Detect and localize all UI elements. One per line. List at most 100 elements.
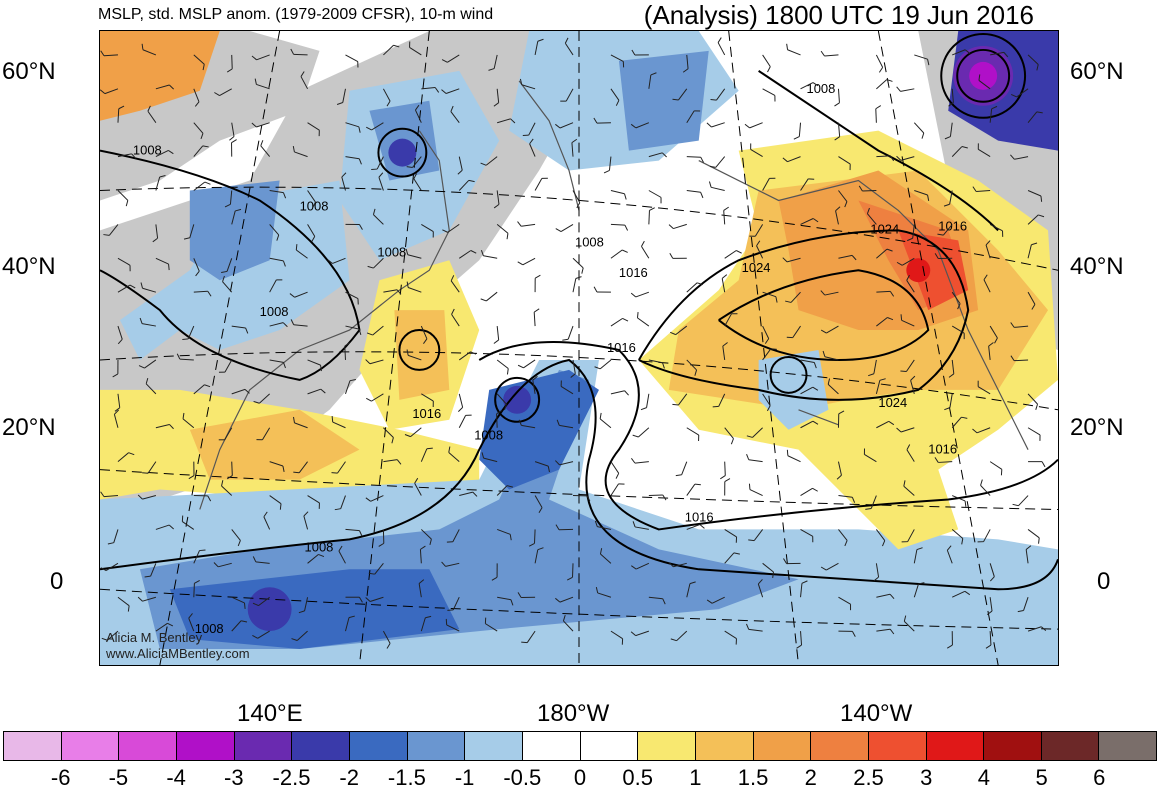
color-swatch: [62, 732, 120, 760]
color-swatch: [984, 732, 1042, 760]
color-scale-label: 0.5: [622, 765, 653, 791]
color-scale-label: -6: [51, 765, 71, 791]
color-swatch: [754, 732, 812, 760]
wind-barb-flag: [296, 244, 297, 250]
contour-label: 1016: [412, 406, 441, 421]
color-scale-label: 1.5: [738, 765, 769, 791]
wind-barb-flag: [280, 504, 281, 510]
contour-label: 1008: [260, 304, 289, 319]
color-swatch: [1099, 732, 1156, 760]
valid-time-title: (Analysis) 1800 UTC 19 Jun 2016: [644, 0, 1034, 31]
contour-label: 1016: [685, 509, 714, 524]
color-scale-label: 6: [1093, 765, 1105, 791]
contour-label: 1016: [607, 340, 636, 355]
lon-label-140e: 140°E: [237, 700, 303, 728]
wind-barb: [294, 54, 308, 55]
color-scale-label: 3: [920, 765, 932, 791]
wind-barb: [497, 414, 498, 428]
wind-barb-flag: [637, 312, 638, 318]
wind-barb-flag: [672, 404, 678, 405]
wind-barb-flag: [169, 264, 170, 270]
color-scale-label: -3: [224, 765, 244, 791]
color-swatch: [235, 732, 293, 760]
color-swatch: [523, 732, 581, 760]
color-swatch: [811, 732, 869, 760]
contour-label: 1008: [575, 234, 604, 249]
wind-barb: [649, 210, 650, 224]
wind-barb-flag: [1039, 538, 1040, 544]
lat-label-60n-left: 60°N: [2, 58, 56, 86]
wind-barb-flag: [1041, 196, 1042, 202]
color-swatch: [1042, 732, 1100, 760]
color-swatch: [408, 732, 466, 760]
lat-label-eq-left: 0: [50, 568, 63, 596]
map-canvas: 1008 1008 1008 1008 1008 1008 1008 1008 …: [100, 31, 1058, 665]
lat-label-eq-right: 0: [1097, 568, 1110, 596]
color-scale-label: 2: [805, 765, 817, 791]
wind-barb: [194, 583, 195, 597]
contour-label: 1024: [870, 221, 899, 236]
wind-barb-flag: [427, 448, 433, 449]
color-swatch: [292, 732, 350, 760]
color-swatch: [177, 732, 235, 760]
color-scale-label: 4: [978, 765, 990, 791]
map-title: MSLP, std. MSLP anom. (1979-2009 CFSR), …: [98, 6, 493, 24]
color-scale-label: -5: [109, 765, 129, 791]
wind-barb: [876, 109, 877, 123]
lat-label-20n-right: 20°N: [1070, 414, 1124, 442]
contour-label: 1016: [938, 218, 967, 233]
wind-barb: [534, 529, 535, 543]
wind-barb-flag: [711, 99, 717, 100]
color-scale-label: -1.5: [388, 765, 426, 791]
wind-barb-flag: [748, 540, 754, 541]
lat-label-60n-right: 60°N: [1070, 58, 1124, 86]
credit-name: Alicia M. Bentley: [106, 630, 202, 645]
wind-barb-flag: [695, 484, 701, 485]
wind-barb-flag: [293, 472, 299, 473]
color-swatch: [696, 732, 754, 760]
wind-barb-flag: [673, 99, 679, 100]
wind-barb: [687, 157, 701, 158]
wind-barb-flag: [199, 550, 205, 551]
lat-label-20n-left: 20°N: [2, 414, 56, 442]
contour-label: 1024: [878, 395, 907, 410]
color-swatch: [869, 732, 927, 760]
wind-barb: [232, 462, 233, 476]
wind-barb: [345, 346, 346, 360]
map-panel: 1008 1008 1008 1008 1008 1008 1008 1008 …: [99, 30, 1059, 666]
contour-label: 1024: [742, 260, 771, 275]
wind-barb: [725, 462, 726, 476]
color-scale-label: 1: [689, 765, 701, 791]
color-scale-label: 5: [1035, 765, 1047, 791]
color-swatch: [350, 732, 408, 760]
contour-label: 1008: [474, 428, 503, 443]
contour-label: 1016: [928, 442, 957, 457]
lat-label-40n-left: 40°N: [2, 253, 56, 281]
contour-label: 1016: [619, 265, 648, 280]
wind-barb-flag: [332, 416, 333, 422]
wind-barb-flag: [901, 314, 902, 320]
wind-barb: [611, 224, 625, 225]
wind-barb-flag: [182, 339, 188, 340]
color-scale-label: -2.5: [273, 765, 311, 791]
contour-label: 1008: [807, 81, 836, 96]
color-swatch: [465, 732, 523, 760]
color-scale-label: -1: [455, 765, 475, 791]
color-scale-label: 0: [574, 765, 586, 791]
color-swatch: [4, 732, 62, 760]
wind-barb: [1014, 360, 1028, 361]
color-scale-label: -2: [339, 765, 359, 791]
lon-label-140w: 140°W: [840, 700, 912, 728]
contour-label: 1008: [377, 244, 406, 259]
lon-label-180w: 180°W: [537, 700, 609, 728]
color-swatch: [119, 732, 177, 760]
color-scale-label: -4: [166, 765, 186, 791]
contour-label: 1008: [305, 539, 334, 554]
color-scale-label: -0.5: [503, 765, 541, 791]
color-swatch: [581, 732, 639, 760]
color-swatch: [927, 732, 985, 760]
wind-barb-flag: [244, 603, 245, 609]
credit-url: www.AliciaMBentley.com: [106, 646, 250, 661]
color-swatch: [638, 732, 696, 760]
wind-barb-flag: [771, 349, 777, 350]
